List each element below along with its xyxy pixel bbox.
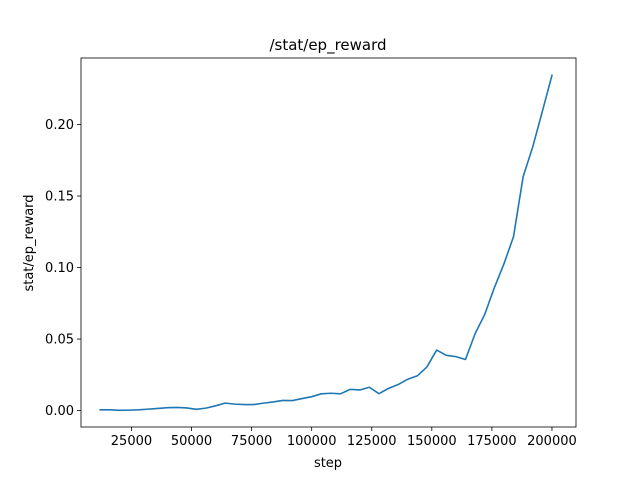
y-tick-label: 0.20 (45, 118, 74, 133)
x-tick-label: 75000 (231, 434, 272, 449)
y-tick-label: 0.15 (45, 190, 74, 205)
x-tick-label: 100000 (287, 434, 337, 449)
y-axis-label: stat/ep_reward (22, 194, 37, 291)
y-tick-label: 0.10 (45, 261, 74, 276)
x-tick-label: 25000 (111, 434, 152, 449)
series-line (99, 74, 553, 412)
x-tick-label: 150000 (407, 434, 457, 449)
x-tick-label: 125000 (347, 434, 397, 449)
chart-title: /stat/ep_reward (269, 36, 386, 55)
x-tick-label: 175000 (467, 434, 517, 449)
plot-frame (80, 57, 577, 428)
plot-area: 25000 50000 75000 100000 125000 150000 175000 2… (45, 57, 577, 449)
x-axis-label: step (314, 456, 342, 471)
x-tick-label: 50000 (171, 434, 212, 449)
x-tick-label: 200000 (527, 434, 577, 449)
y-tick-label: 0.05 (45, 333, 74, 348)
y-tick-label: 0.00 (45, 404, 74, 419)
